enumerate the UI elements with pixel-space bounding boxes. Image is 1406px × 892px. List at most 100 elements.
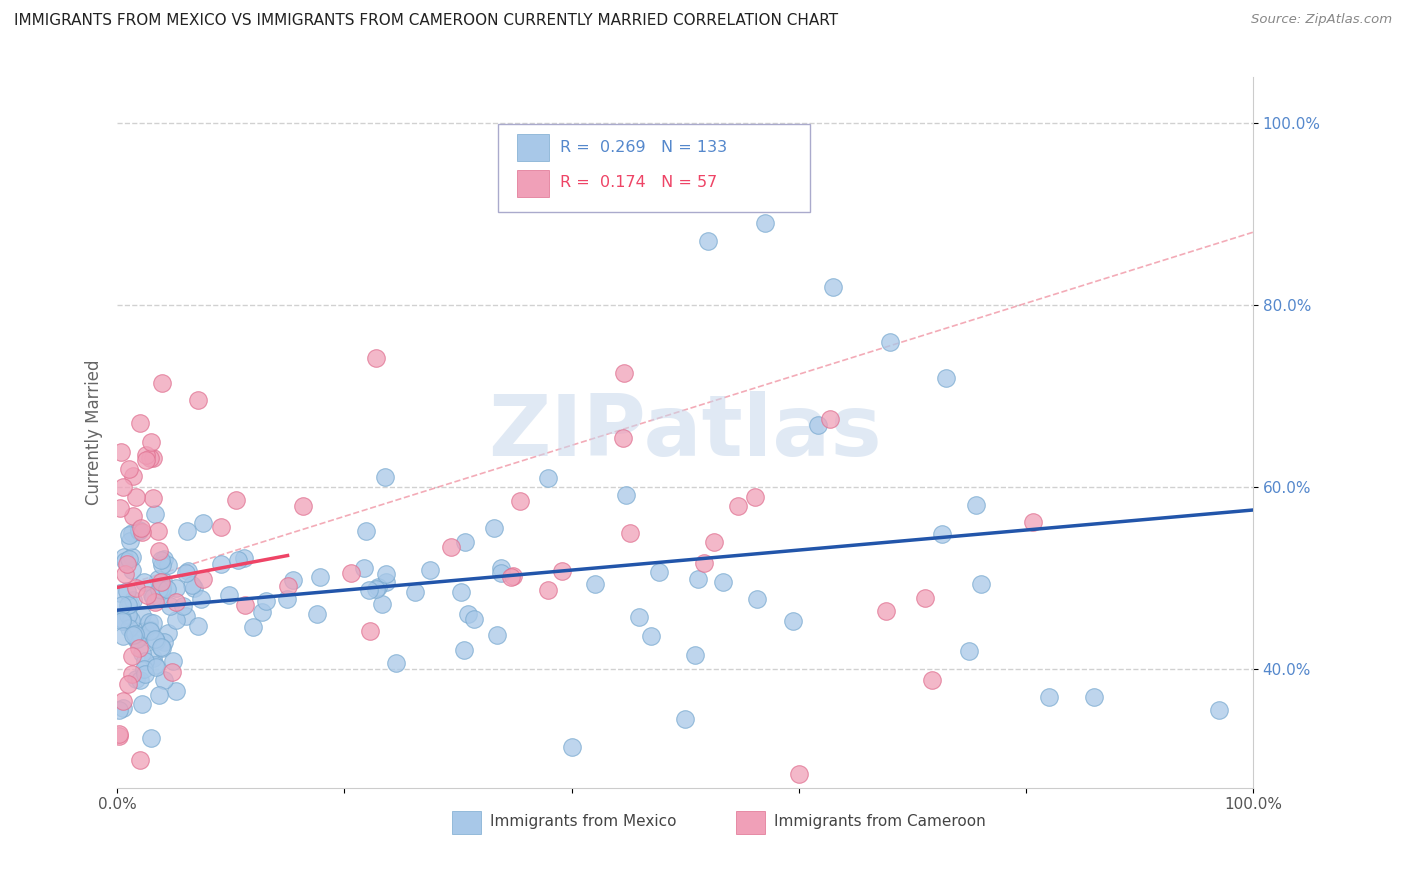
Point [187,619,209,633]
Point [354,524,377,538]
Point [121,525,143,540]
Point [501,570,523,584]
FancyBboxPatch shape [517,135,548,161]
Text: IMMIGRANTS FROM MEXICO VS IMMIGRANTS FROM CAMEROON CURRENTLY MARRIED CORRELATION: IMMIGRANTS FROM MEXICO VS IMMIGRANTS FRO… [14,13,838,29]
Point [128,523,150,537]
Point [218,588,240,602]
Point [135,448,157,462]
Point [129,521,152,535]
Point [711,574,734,589]
Point [375,574,398,589]
Point [111,480,134,494]
Point [965,498,987,512]
Point [108,702,131,716]
FancyBboxPatch shape [453,811,481,834]
Point [124,673,146,687]
Point [153,552,176,566]
Point [921,673,943,687]
Point [614,488,637,502]
Y-axis label: Currently Married: Currently Married [86,359,103,506]
Point [142,451,165,466]
Point [453,534,475,549]
Point [744,490,766,504]
Point [359,624,381,639]
Point [122,593,145,607]
Point [551,564,574,578]
Point [250,606,273,620]
Point [118,528,141,542]
Point [693,556,716,570]
Point [969,576,991,591]
Point [152,558,174,572]
Point [935,371,957,385]
Point [190,592,212,607]
FancyBboxPatch shape [517,169,548,197]
Point [129,417,152,431]
Point [162,665,184,680]
Point [648,565,671,579]
Point [136,588,159,602]
Text: ZIPatlas: ZIPatlas [488,391,882,474]
Point [225,493,247,508]
Point [150,581,173,595]
Point [146,573,169,587]
Point [307,607,329,621]
Point [115,557,138,571]
Point [111,614,134,628]
Point [143,507,166,521]
FancyBboxPatch shape [498,124,810,212]
Point [292,499,315,513]
Point [1022,515,1045,529]
Point [134,667,156,681]
Point [142,590,165,604]
Point [153,673,176,687]
Point [450,584,472,599]
Point [124,626,146,640]
Point [111,629,134,643]
Point [537,583,560,598]
Point [821,280,844,294]
Text: Immigrants from Mexico: Immigrants from Mexico [489,814,676,829]
Point [374,470,396,484]
Point [107,727,129,741]
Point [118,552,141,566]
Point [782,615,804,629]
Point [108,586,131,600]
Point [117,598,139,612]
Point [114,567,136,582]
Point [309,570,332,584]
Point [131,629,153,643]
Point [150,582,173,597]
Point [277,579,299,593]
Point [176,524,198,538]
Point [233,598,256,612]
Point [818,412,841,426]
Point [125,632,148,646]
Point [152,641,174,656]
Point [440,540,463,554]
Point [673,713,696,727]
Point [242,619,264,633]
Point [131,524,153,539]
Point [156,582,179,597]
Point [489,566,512,580]
Point [353,561,375,575]
Point [502,568,524,582]
Point [727,499,749,513]
Point [484,521,506,535]
Point [385,657,408,671]
Point [509,493,531,508]
Point [108,501,131,516]
Point [931,527,953,541]
Point [254,593,277,607]
Point [114,614,136,628]
Point [125,581,148,595]
Point [489,560,512,574]
Point [747,592,769,607]
Point [157,626,180,640]
Point [117,677,139,691]
Point [627,610,650,624]
Point [128,524,150,539]
Point [364,582,387,596]
Point [364,351,387,366]
